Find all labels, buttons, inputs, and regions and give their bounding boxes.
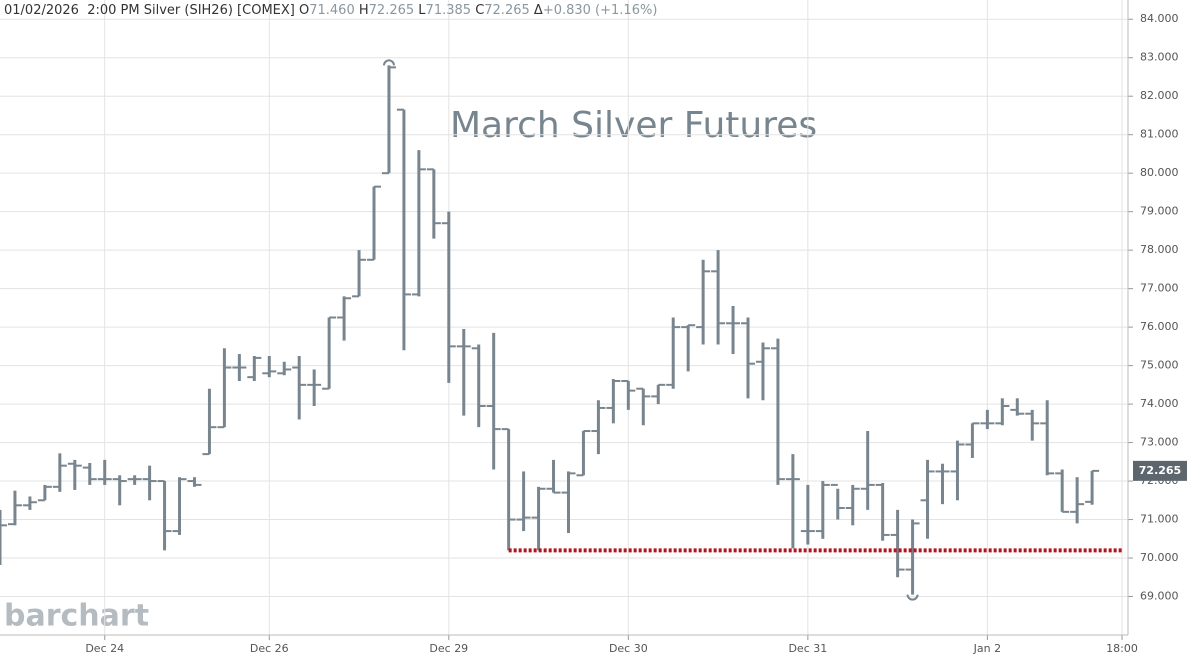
x-tick-label: Dec 24 [85, 642, 124, 655]
annotation: March Silver Futures [450, 105, 817, 146]
quote-label: Δ [533, 3, 543, 18]
grid [0, 0, 1128, 635]
watermark: barchart [4, 599, 149, 634]
x-tick-label: Dec 31 [788, 642, 827, 655]
last-price-box [1133, 460, 1187, 481]
y-tick-label: 82.000 [1140, 89, 1179, 102]
time: 2:00 PM [87, 3, 140, 18]
quote-value: 71.385 [425, 3, 472, 18]
symbol: Silver (SIH26) [COMEX] [143, 3, 295, 18]
y-tick-label: 80.000 [1140, 166, 1179, 179]
y-tick-label: 73.000 [1140, 436, 1179, 449]
last-price-label: 72.265 [1139, 464, 1181, 477]
quote-label: C [475, 3, 485, 18]
y-tick-label: 81.000 [1140, 128, 1179, 141]
x-tick-label: 18:00 [1106, 642, 1138, 655]
x-tick-label: Dec 26 [250, 642, 289, 655]
y-tick-label: 75.000 [1140, 359, 1179, 372]
quote-value: 72.265 [368, 3, 415, 18]
low-marker [906, 594, 919, 601]
high-marker [382, 59, 395, 66]
x-tick-label: Jan 2 [973, 642, 1001, 655]
y-tick-label: 84.000 [1140, 12, 1179, 25]
y-tick-label: 77.000 [1140, 282, 1179, 295]
quote-label: L [418, 3, 426, 18]
y-tick-label: 78.000 [1140, 243, 1179, 256]
y-tick-label: 69.000 [1140, 590, 1179, 603]
quote-value: 72.265 [484, 3, 530, 18]
quote-value: +0.830 (+1.16%) [542, 3, 658, 18]
y-tick-label: 74.000 [1140, 397, 1179, 410]
quote-label: H [358, 3, 369, 18]
y-tick-label: 76.000 [1140, 320, 1179, 333]
quote-label: O [299, 3, 310, 18]
quote-value: 71.460 [309, 3, 355, 18]
quote-header: 01/02/2026 2:00 PM Silver (SIH26) [COMEX… [4, 3, 657, 18]
y-tick-label: 83.000 [1140, 51, 1179, 64]
x-tick-label: Dec 29 [429, 642, 468, 655]
x-tick-label: Dec 30 [609, 642, 648, 655]
y-tick-label: 71.000 [1140, 513, 1179, 526]
date: 01/02/2026 [4, 3, 79, 18]
y-tick-label: 79.000 [1140, 205, 1179, 218]
y-tick-label: 70.000 [1140, 551, 1179, 564]
